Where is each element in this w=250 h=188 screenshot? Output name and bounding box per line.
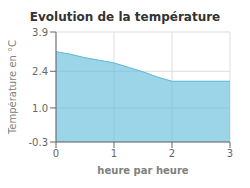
svg-text:0: 0	[53, 148, 59, 159]
svg-text:1: 1	[111, 148, 117, 159]
html-text:Evolution de la température: Evolution de la température	[29, 10, 221, 24]
svg-text:heure par heure: heure par heure	[97, 165, 188, 176]
svg-text:2: 2	[169, 148, 175, 159]
svg-text:Température en °C: Température en °C	[8, 40, 18, 135]
svg-text:3.9: 3.9	[32, 27, 48, 38]
svg-text:1.0: 1.0	[32, 103, 48, 114]
svg-text:-0.3: -0.3	[28, 137, 48, 148]
svg-text:3: 3	[227, 148, 233, 159]
svg-text:2.4: 2.4	[32, 66, 48, 77]
